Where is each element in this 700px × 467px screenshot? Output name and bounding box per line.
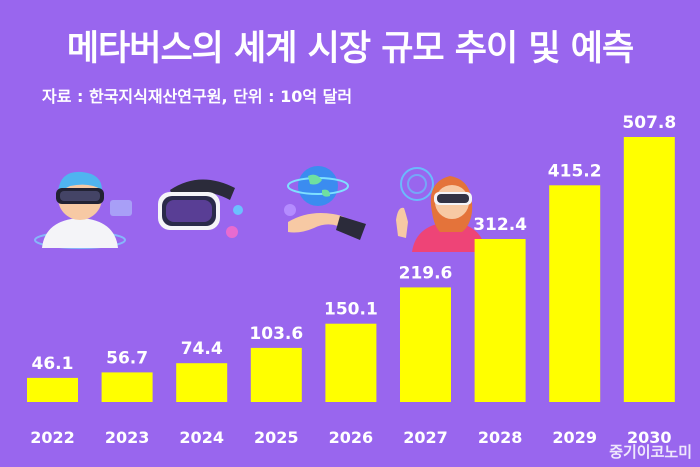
value-label-2028: 312.4: [473, 215, 527, 235]
category-label-2023: 2023: [105, 428, 150, 447]
value-label-2022: 46.1: [32, 354, 74, 374]
bar-2023: [101, 372, 153, 402]
category-label-2028: 2028: [478, 428, 523, 447]
value-label-2023: 56.7: [106, 348, 148, 368]
value-label-2026: 150.1: [324, 300, 378, 320]
value-label-2025: 103.6: [249, 324, 303, 344]
bar-2027: [400, 287, 451, 402]
value-label-2029: 415.2: [548, 161, 602, 181]
category-label-2026: 2026: [329, 428, 374, 447]
bar-2026: [325, 323, 377, 402]
category-label-2025: 2025: [254, 428, 299, 447]
category-label-2029: 2029: [552, 428, 597, 447]
bar-2022: [27, 377, 78, 402]
chart-subtitle: 자료 : 한국지식재산연구원, 단위 : 10억 달러: [42, 87, 353, 106]
vr-headset-avatar-icon: [34, 171, 132, 249]
chart-title: 메타버스의 세계 시장 규모 추이 및 예측: [66, 29, 634, 69]
category-label-2024: 2024: [179, 428, 224, 447]
vr-woman-avatar-icon: [396, 167, 486, 252]
category-label-2022: 2022: [30, 428, 75, 447]
bar-2024: [176, 363, 228, 402]
bar-2029: [549, 185, 601, 402]
vr-headset-icon: [158, 179, 243, 238]
bar-2030: [623, 137, 675, 402]
globe-hand-icon: [284, 166, 366, 240]
category-label-2027: 2027: [403, 428, 448, 447]
category-label-2030: 2030: [627, 428, 672, 447]
watermark: 중기이코노미: [609, 443, 692, 461]
value-label-2030: 507.8: [622, 113, 676, 133]
value-label-2024: 74.4: [181, 339, 223, 359]
value-label-2027: 219.6: [399, 263, 453, 283]
bar-2025: [250, 347, 302, 402]
bar-2028: [474, 239, 526, 402]
